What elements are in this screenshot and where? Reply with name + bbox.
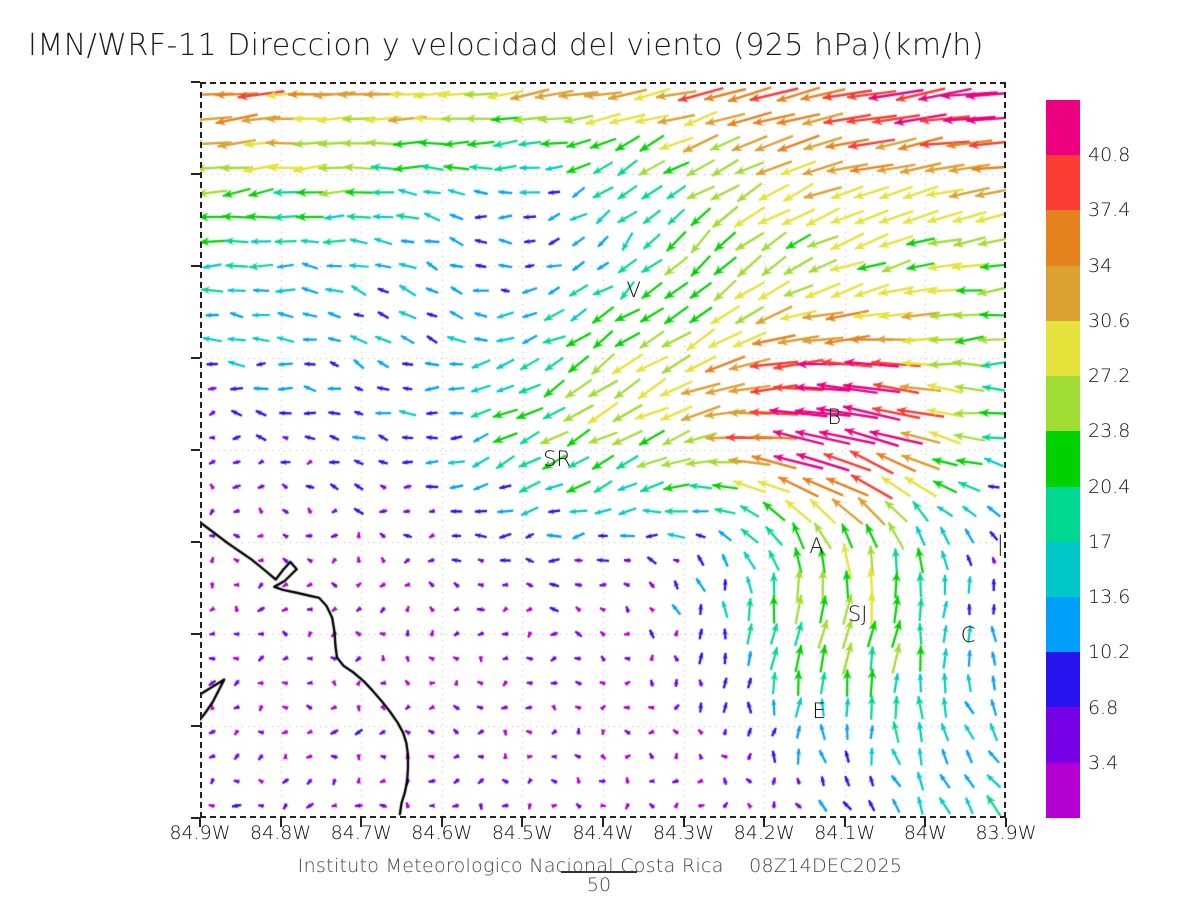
x-axis-tick-label: 84.2W xyxy=(733,822,795,844)
station-label-e: E xyxy=(812,699,826,724)
y-axis-tick xyxy=(191,173,200,175)
x-axis-tick xyxy=(924,818,927,827)
colorbar xyxy=(1046,100,1080,818)
y-axis-tick xyxy=(191,81,200,83)
colorbar-band xyxy=(1046,210,1080,266)
footer-institution: Instituto Meteorologico Nacional Costa R… xyxy=(297,855,724,877)
colorbar-band xyxy=(1046,431,1080,487)
colorbar-tick-label: 40.8 xyxy=(1088,144,1131,167)
x-axis-tick xyxy=(199,818,201,827)
station-label-v: V xyxy=(626,277,641,302)
x-axis-tick xyxy=(1005,818,1007,827)
page-title: IMN/WRF-11 Direccion y velocidad del vie… xyxy=(28,28,984,63)
colorbar-band xyxy=(1046,762,1080,818)
station-label-sj: SJ xyxy=(847,602,868,627)
x-axis-tick xyxy=(763,818,766,827)
x-axis-tick-label: 84W xyxy=(903,822,947,844)
colorbar-band xyxy=(1046,541,1080,597)
coastline xyxy=(200,82,1006,818)
y-axis-tick xyxy=(191,449,200,451)
colorbar-tick-label: 3.4 xyxy=(1088,751,1119,774)
plot-area: V B SR A SJ C E | xyxy=(200,82,1006,818)
x-axis-tick xyxy=(521,818,524,827)
colorbar-band xyxy=(1046,155,1080,211)
colorbar-band xyxy=(1046,376,1080,432)
colorbar-band xyxy=(1046,320,1080,377)
x-axis-tick-label: 84.7W xyxy=(330,822,392,844)
colorbar-labels: 3.4 6.8 10.2 13.6 17 20.4 23.8 27.2 30.6 34 37.4 40… xyxy=(1088,100,1198,818)
colorbar-band xyxy=(1046,486,1080,542)
station-label-sr: SR xyxy=(543,446,572,471)
y-axis-tick xyxy=(191,725,200,727)
y-axis-tick xyxy=(191,541,200,543)
x-axis-tick-label: 84.3W xyxy=(653,822,715,844)
reference-vector: 50 xyxy=(561,869,637,896)
x-axis-tick xyxy=(279,818,282,827)
x-axis-tick-label: 84.1W xyxy=(814,822,876,844)
station-label-b: B xyxy=(827,404,842,429)
x-axis-tick-label: 84.9W xyxy=(169,822,231,844)
colorbar-tick-label: 17 xyxy=(1088,530,1113,553)
colorbar-tick-label: 30.6 xyxy=(1088,309,1131,332)
colorbar-band xyxy=(1046,100,1080,156)
station-label-a: A xyxy=(809,533,824,558)
colorbar-tick-label: 23.8 xyxy=(1088,420,1131,443)
x-axis-tick-label: 84.8W xyxy=(250,822,312,844)
x-axis-tick xyxy=(682,818,685,827)
y-axis-tick xyxy=(191,817,200,819)
colorbar-tick-label: 34 xyxy=(1088,254,1113,277)
station-label-c: C xyxy=(960,623,976,648)
x-axis-tick xyxy=(602,818,604,827)
x-axis-tick-label: 84.5W xyxy=(491,822,553,844)
station-labels: V B SR A SJ C E | xyxy=(200,82,1006,818)
colorbar-tick-label: 6.8 xyxy=(1088,696,1119,719)
x-axis-tick-label: 84.6W xyxy=(411,822,473,844)
reference-vector-line xyxy=(561,871,637,873)
footer-timestamp: 08Z14DEC2025 xyxy=(749,855,903,877)
x-axis-tick xyxy=(360,818,363,827)
station-label-l: | xyxy=(996,532,1004,557)
y-axis-tick xyxy=(191,633,200,635)
reference-vector-label: 50 xyxy=(586,874,612,896)
colorbar-tick-label: 27.2 xyxy=(1088,365,1131,388)
colorbar-band xyxy=(1046,596,1080,653)
x-axis-tick xyxy=(843,818,846,827)
colorbar-band xyxy=(1046,265,1080,321)
colorbar-tick-label: 37.4 xyxy=(1088,199,1131,222)
x-axis-tick-label: 83.9W xyxy=(975,822,1037,844)
y-axis-tick xyxy=(191,357,200,359)
colorbar-tick-label: 20.4 xyxy=(1088,475,1131,498)
x-axis-tick xyxy=(440,818,443,827)
colorbar-band xyxy=(1046,707,1080,763)
x-axis-tick-label: 84.4W xyxy=(572,822,634,844)
colorbar-tick-label: 13.6 xyxy=(1088,586,1131,609)
colorbar-band xyxy=(1046,652,1080,708)
y-axis-tick xyxy=(191,265,200,267)
colorbar-tick-label: 10.2 xyxy=(1088,641,1131,664)
